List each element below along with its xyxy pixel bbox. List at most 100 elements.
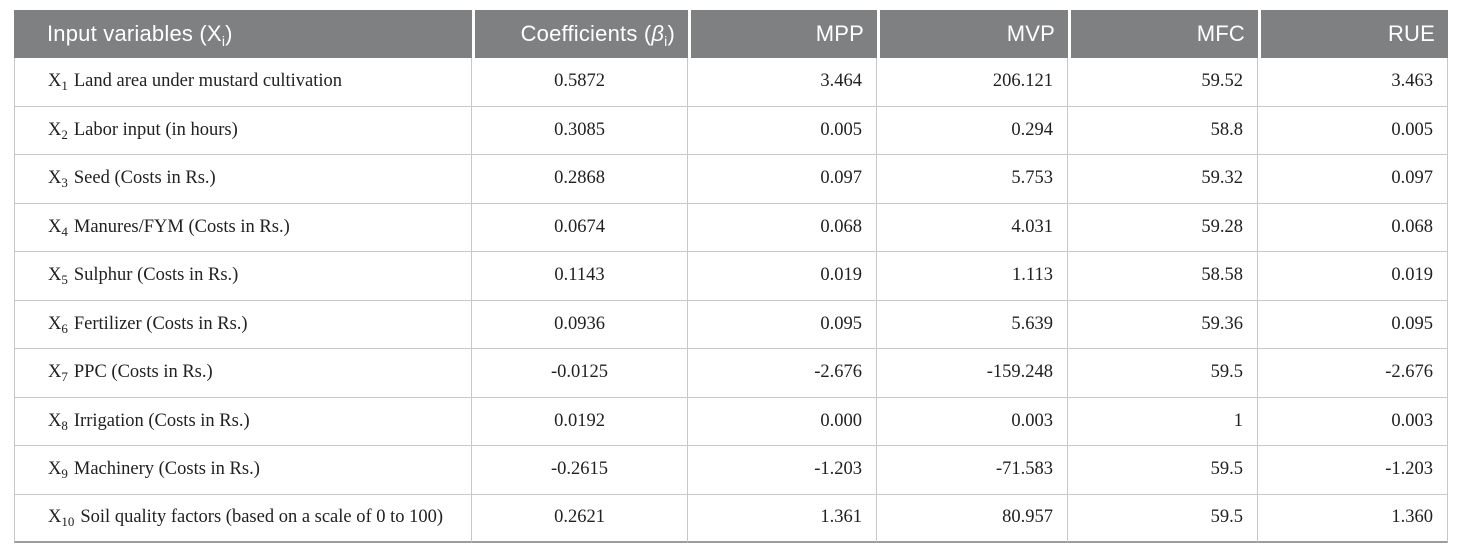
header-input-variables-text: Input variables (X bbox=[47, 20, 222, 46]
mfc-cell: 59.52 bbox=[1068, 58, 1258, 107]
mfc-cell: 58.8 bbox=[1068, 106, 1258, 155]
header-row: Input variables (Xi) Coefficients (βi) M… bbox=[14, 10, 1448, 58]
mpp-cell: 0.005 bbox=[688, 106, 877, 155]
header-coefficients-close: ) bbox=[667, 20, 675, 46]
header-mvp: MVP bbox=[877, 10, 1068, 58]
variable-label: Land area under mustard cultivation bbox=[73, 71, 343, 92]
mpp-cell: -1.203 bbox=[688, 446, 877, 495]
rue-cell: 3.463 bbox=[1258, 58, 1448, 107]
mvp-cell: 0.294 bbox=[877, 106, 1068, 155]
mfc-cell: 59.5 bbox=[1068, 494, 1258, 543]
mpp-cell: 0.019 bbox=[688, 252, 877, 301]
mfc-cell: 59.32 bbox=[1068, 155, 1258, 204]
coefficient-cell: 0.3085 bbox=[472, 106, 688, 155]
variable-label: Fertilizer (Costs in Rs.) bbox=[73, 313, 248, 334]
mvp-cell: 80.957 bbox=[877, 494, 1068, 543]
rue-cell: 0.019 bbox=[1258, 252, 1448, 301]
input-variables-table: Input variables (Xi) Coefficients (βi) M… bbox=[14, 10, 1448, 543]
variable-subscript: 6 bbox=[61, 320, 68, 336]
variable-subscript: 4 bbox=[61, 223, 68, 239]
variable-cell: X8 Irrigation (Costs in Rs.) bbox=[14, 397, 472, 446]
variable-subscript: 1 bbox=[61, 78, 68, 94]
mpp-cell: 0.000 bbox=[688, 397, 877, 446]
variable-label: PPC (Costs in Rs.) bbox=[73, 362, 213, 383]
variable-subscript: 3 bbox=[61, 175, 68, 191]
rue-cell: -1.203 bbox=[1258, 446, 1448, 495]
variable-symbol: X bbox=[48, 265, 62, 286]
header-rue: RUE bbox=[1258, 10, 1448, 58]
rue-cell: 1.360 bbox=[1258, 494, 1448, 543]
mfc-cell: 1 bbox=[1068, 397, 1258, 446]
mfc-cell: 59.5 bbox=[1068, 349, 1258, 398]
variable-symbol: X bbox=[48, 119, 62, 140]
variable-symbol: X bbox=[48, 313, 62, 334]
table-row: X10 Soil quality factors (based on a scal… bbox=[14, 494, 1448, 543]
mpp-cell: 0.095 bbox=[688, 300, 877, 349]
mvp-cell: -159.248 bbox=[877, 349, 1068, 398]
variable-cell: X2 Labor input (in hours) bbox=[14, 106, 472, 155]
variable-label: Seed (Costs in Rs.) bbox=[73, 168, 216, 189]
beta-symbol: β bbox=[651, 20, 665, 46]
rue-cell: 0.095 bbox=[1258, 300, 1448, 349]
table-row: X6 Fertilizer (Costs in Rs.) 0.0936 0.095… bbox=[14, 300, 1448, 349]
variable-symbol: X bbox=[48, 459, 62, 480]
table-row: X9 Machinery (Costs in Rs.) -0.2615 -1.20… bbox=[14, 446, 1448, 495]
coefficient-cell: -0.2615 bbox=[472, 446, 688, 495]
mvp-cell: 5.753 bbox=[877, 155, 1068, 204]
variable-symbol: X bbox=[48, 410, 62, 431]
variable-cell: X4 Manures/FYM (Costs in Rs.) bbox=[14, 203, 472, 252]
table-row: X8 Irrigation (Costs in Rs.) 0.0192 0.000… bbox=[14, 397, 1448, 446]
variable-symbol: X bbox=[48, 216, 62, 237]
mpp-cell: 0.068 bbox=[688, 203, 877, 252]
variable-cell: X1 Land area under mustard cultivation bbox=[14, 58, 472, 107]
variable-symbol: X bbox=[48, 168, 62, 189]
variable-symbol: X bbox=[48, 507, 62, 528]
variable-label: Sulphur (Costs in Rs.) bbox=[73, 265, 239, 286]
table-row: X2 Labor input (in hours) 0.3085 0.005 0.… bbox=[14, 106, 1448, 155]
variable-subscript: 10 bbox=[61, 514, 75, 530]
table-row: X3 Seed (Costs in Rs.) 0.2868 0.097 5.753… bbox=[14, 155, 1448, 204]
variable-subscript: 2 bbox=[61, 126, 68, 142]
mvp-cell: 206.121 bbox=[877, 58, 1068, 107]
header-mpp: MPP bbox=[688, 10, 877, 58]
mpp-cell: 0.097 bbox=[688, 155, 877, 204]
coefficient-cell: 0.0674 bbox=[472, 203, 688, 252]
mvp-cell: 0.003 bbox=[877, 397, 1068, 446]
rue-cell: 0.068 bbox=[1258, 203, 1448, 252]
mpp-cell: 3.464 bbox=[688, 58, 877, 107]
rue-cell: -2.676 bbox=[1258, 349, 1448, 398]
variable-symbol: X bbox=[48, 362, 62, 383]
mfc-cell: 59.36 bbox=[1068, 300, 1258, 349]
variable-cell: X9 Machinery (Costs in Rs.) bbox=[14, 446, 472, 495]
variable-label: Labor input (in hours) bbox=[73, 119, 238, 140]
variable-label: Irrigation (Costs in Rs.) bbox=[73, 410, 250, 431]
variable-cell: X7 PPC (Costs in Rs.) bbox=[14, 349, 472, 398]
rue-cell: 0.097 bbox=[1258, 155, 1448, 204]
header-coefficients-sub: i bbox=[664, 32, 668, 49]
header-input-variables-sub: i bbox=[221, 32, 226, 49]
variable-symbol: X bbox=[48, 71, 62, 92]
variable-label: Soil quality factors (based on a scale o… bbox=[80, 507, 444, 528]
coefficient-cell: 0.2621 bbox=[472, 494, 688, 543]
mvp-cell: 4.031 bbox=[877, 203, 1068, 252]
coefficient-cell: 0.1143 bbox=[472, 252, 688, 301]
variable-cell: X5 Sulphur (Costs in Rs.) bbox=[14, 252, 472, 301]
rue-cell: 0.003 bbox=[1258, 397, 1448, 446]
coefficient-cell: 0.2868 bbox=[472, 155, 688, 204]
header-coefficients: Coefficients (βi) bbox=[472, 10, 688, 58]
header-input-variables-close: ) bbox=[225, 20, 233, 46]
header-coefficients-text: Coefficients ( bbox=[520, 20, 652, 46]
mvp-cell: -71.583 bbox=[877, 446, 1068, 495]
table-row: X5 Sulphur (Costs in Rs.) 0.1143 0.019 1.… bbox=[14, 252, 1448, 301]
mpp-cell: 1.361 bbox=[688, 494, 877, 543]
coefficient-cell: 0.0936 bbox=[472, 300, 688, 349]
table-row: X7 PPC (Costs in Rs.) -0.0125 -2.676 -159… bbox=[14, 349, 1448, 398]
mfc-cell: 59.5 bbox=[1068, 446, 1258, 495]
coefficient-cell: 0.5872 bbox=[472, 58, 688, 107]
mvp-cell: 5.639 bbox=[877, 300, 1068, 349]
coefficient-cell: -0.0125 bbox=[472, 349, 688, 398]
mpp-cell: -2.676 bbox=[688, 349, 877, 398]
variable-label: Manures/FYM (Costs in Rs.) bbox=[73, 216, 290, 237]
table-row: X1 Land area under mustard cultivation 0.… bbox=[14, 58, 1448, 107]
